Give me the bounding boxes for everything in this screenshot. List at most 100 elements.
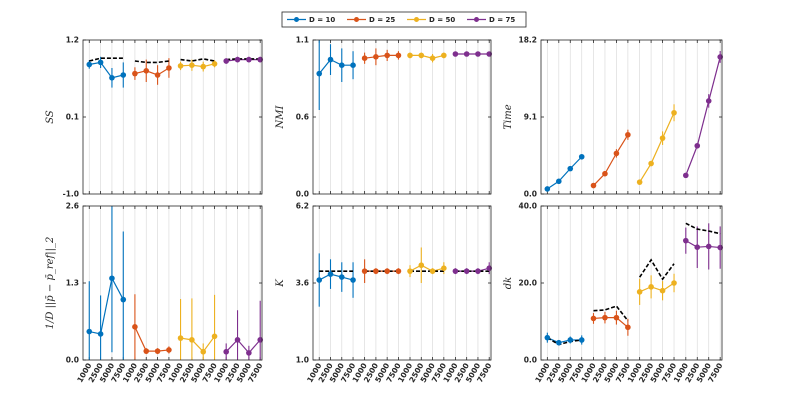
series-nmi-1 [316, 40, 356, 110]
y-axis-label: Time [503, 104, 514, 129]
panel-k: 6.23.61.0K100025005000750010002500500075… [275, 202, 493, 384]
data-point [143, 348, 150, 354]
data-point [407, 52, 413, 59]
data-point [246, 56, 252, 63]
series-line [547, 156, 583, 190]
data-point [154, 72, 161, 78]
data-point [177, 335, 184, 341]
panel-time: 18.2 9.1 0.0 Time [503, 36, 723, 199]
data-point [143, 68, 150, 74]
series-time-4 [683, 51, 723, 179]
y-axis-label: K [275, 279, 286, 288]
data-point [613, 314, 620, 321]
axes-box [312, 39, 492, 195]
series-line [639, 282, 675, 293]
series-line [639, 112, 675, 183]
data-point [189, 337, 195, 343]
series-dk-2 [590, 305, 631, 336]
data-point [361, 55, 368, 61]
series-line [364, 54, 399, 59]
series-line [685, 56, 721, 176]
data-point [578, 153, 585, 160]
series-line [318, 58, 354, 74]
y-tick-label: 0.0 [66, 356, 79, 365]
data-point [463, 268, 470, 274]
series-ss-3 [177, 58, 218, 72]
data-point [189, 62, 195, 68]
data-point [373, 54, 379, 60]
series-line [89, 61, 124, 79]
data-point [463, 51, 470, 57]
data-point [659, 135, 666, 141]
series-norm-diff-2 [132, 294, 172, 360]
series-time-2 [590, 129, 631, 189]
data-point [429, 268, 436, 274]
data-point [659, 287, 666, 294]
series-line [180, 63, 215, 68]
series-time-1 [544, 153, 585, 192]
y-tick-label: 0.6 [296, 113, 309, 122]
plot-area [541, 206, 722, 360]
data-point [705, 98, 712, 104]
data-point [648, 160, 654, 167]
data-point [120, 72, 127, 78]
series-line [410, 54, 444, 59]
data-point [452, 268, 459, 274]
reference-line [638, 258, 675, 281]
data-point [671, 109, 677, 116]
data-point [567, 337, 574, 343]
panel-norm-diff: 2.61.30.01/D ||p̄ − p̄_ref||_21000250050… [45, 202, 264, 384]
plot-area [313, 40, 491, 194]
data-point [132, 324, 138, 330]
data-point [316, 277, 323, 283]
data-point [327, 271, 334, 277]
data-point [694, 142, 701, 149]
data-point [418, 262, 425, 269]
axes-box [540, 205, 723, 361]
series-line [134, 326, 169, 352]
series-ss-1 [86, 56, 127, 88]
axes-box [82, 205, 263, 361]
y-tick-label: 2.6 [66, 202, 79, 211]
data-point [544, 334, 551, 341]
series-k-1 [316, 253, 356, 307]
data-point [625, 131, 631, 138]
data-point [578, 337, 585, 343]
data-point [177, 63, 184, 69]
data-point [418, 52, 425, 59]
data-point [567, 165, 574, 172]
y-tick-label: 6.2 [296, 202, 309, 211]
data-point [395, 52, 402, 59]
data-point [671, 280, 677, 286]
series-line [455, 267, 490, 272]
data-point [234, 56, 241, 63]
panel-nmi: 1.1 0.6 0.0 NMI [275, 36, 493, 199]
data-point [441, 52, 447, 59]
series-line [180, 335, 216, 353]
legend-marker-d50 [414, 17, 419, 22]
y-tick-label: 40.0 [518, 202, 537, 211]
data-point [590, 315, 597, 322]
series-ss-2 [132, 58, 172, 85]
y-axis-label: 1/D ||p̄ − p̄_ref||_2 [45, 237, 56, 330]
data-point [717, 244, 723, 251]
legend: D = 10 D = 25 D = 50 D = 75 [281, 11, 527, 28]
data-point [338, 274, 345, 280]
series-norm-diff-4 [223, 300, 264, 360]
axes-box [82, 39, 263, 195]
y-axis-label: NMI [275, 104, 286, 129]
axes-box [312, 205, 492, 361]
series-nmi-2 [361, 48, 402, 66]
data-point [211, 333, 218, 340]
series-line [89, 276, 124, 335]
data-point [555, 339, 562, 346]
data-point [395, 268, 402, 274]
data-point [384, 268, 390, 274]
y-tick-label: 20.0 [518, 279, 537, 288]
series-dk-3 [636, 258, 677, 305]
series-line [685, 240, 721, 249]
series-nmi-3 [407, 52, 447, 63]
y-tick-label: 3.6 [296, 279, 309, 288]
data-point [625, 324, 631, 331]
data-point [407, 268, 413, 274]
